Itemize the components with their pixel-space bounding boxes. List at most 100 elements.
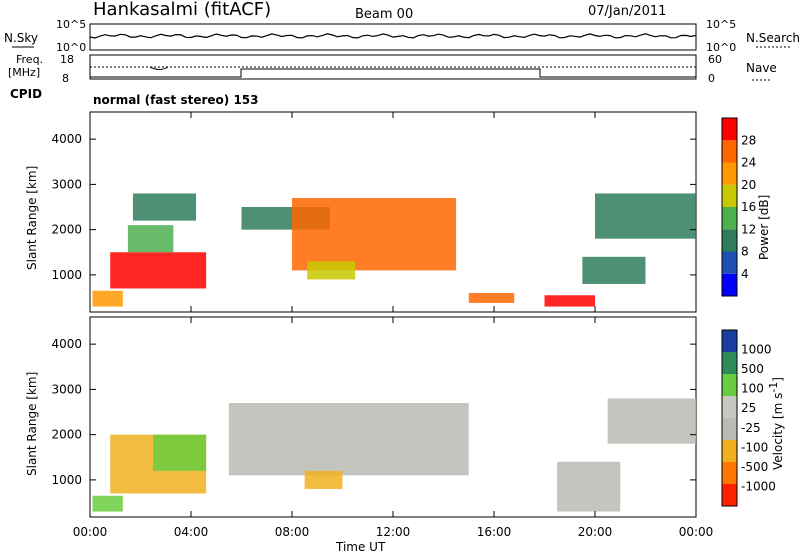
velocity-region-6 bbox=[607, 398, 696, 444]
velocity-colorbar-tick-3: 25 bbox=[741, 401, 756, 415]
power-ytick-label-2: 2000 bbox=[51, 223, 82, 237]
x-tick-label-1: 04:00 bbox=[174, 525, 209, 539]
x-tick-label-5: 20:00 bbox=[578, 525, 613, 539]
power-y-ticks: 4000 3000 2000 1000 bbox=[51, 132, 696, 282]
velocity-y-ticks: 4000 3000 2000 1000 bbox=[51, 337, 696, 487]
power-colorbar bbox=[721, 117, 738, 297]
velocity-ytick-label-0: 4000 bbox=[51, 337, 82, 351]
noise-left-label: N.Sky bbox=[4, 31, 38, 45]
power-colorbar-tick-0: 28 bbox=[741, 133, 756, 147]
cpid-mode-text: normal (fast stereo) 153 bbox=[93, 93, 259, 107]
x-tick-label-2: 08:00 bbox=[275, 525, 310, 539]
cpid-label: CPID bbox=[10, 87, 42, 101]
velocity-colorbar-cell-4 bbox=[722, 396, 737, 418]
power-colorbar-frame bbox=[721, 117, 738, 297]
power-colorbar-tick-5: 8 bbox=[741, 245, 749, 259]
velocity-region-4 bbox=[304, 470, 343, 489]
x-tick-label-4: 16:00 bbox=[477, 525, 512, 539]
power-colorbar-tick-2: 20 bbox=[741, 178, 756, 192]
power-ytick-label-1: 3000 bbox=[51, 177, 82, 191]
power-colorbar-title: Power [dB] bbox=[757, 195, 771, 260]
nave-label: Nave bbox=[746, 61, 777, 75]
power-region-1 bbox=[110, 252, 207, 289]
nave-tick-top: 60 bbox=[708, 53, 722, 66]
power-region-3 bbox=[132, 193, 197, 221]
power-colorbar-tick-4: 12 bbox=[741, 222, 756, 236]
power-colorbar-cell-6 bbox=[722, 140, 737, 163]
noise-right-tick-top: 10^5 bbox=[706, 18, 736, 31]
nave-tick-bottom: 0 bbox=[708, 72, 715, 85]
velocity-region-0 bbox=[92, 495, 123, 512]
velocity-colorbar-cell-3 bbox=[722, 418, 737, 440]
velocity-ylabel: Slant Range [km] bbox=[25, 372, 39, 476]
power-data-cells bbox=[92, 193, 696, 307]
power-region-0 bbox=[92, 290, 123, 307]
noise-right-label: N.Search bbox=[746, 31, 800, 45]
velocity-colorbar-cell-6 bbox=[722, 352, 737, 374]
x-axis-ticks: 00:00 04:00 08:00 12:00 16:00 20:00 00:00 bbox=[73, 112, 714, 539]
power-region-5 bbox=[292, 197, 457, 271]
velocity-colorbar-cell-1 bbox=[722, 462, 737, 484]
power-colorbar-cell-3 bbox=[722, 207, 737, 230]
power-colorbar-cell-0 bbox=[722, 273, 737, 296]
velocity-colorbar bbox=[721, 329, 738, 507]
x-axis-label: Time UT bbox=[335, 540, 386, 554]
x-tick-label-3: 12:00 bbox=[376, 525, 411, 539]
velocity-colorbar-cell-5 bbox=[722, 374, 737, 396]
velocity-data-cells bbox=[92, 398, 696, 512]
power-colorbar-cell-1 bbox=[722, 251, 737, 274]
velocity-ytick-label-1: 3000 bbox=[51, 382, 82, 396]
power-ylabel: Slant Range [km] bbox=[25, 166, 39, 270]
power-ytick-label-0: 4000 bbox=[51, 132, 82, 146]
beam-title: Beam 00 bbox=[355, 7, 413, 22]
power-colorbar-cell-2 bbox=[722, 229, 737, 252]
noise-right-tick-bottom: 10^0 bbox=[706, 41, 736, 54]
velocity-ytick-label-2: 2000 bbox=[51, 428, 82, 442]
velocity-colorbar-tick-0: 1000 bbox=[741, 343, 772, 357]
velocity-region-3 bbox=[228, 402, 469, 476]
velocity-colorbar-tick-6: -500 bbox=[741, 460, 768, 474]
velocity-colorbar-frame bbox=[721, 329, 738, 507]
velocity-region-5 bbox=[557, 461, 621, 512]
power-colorbar-cell-7 bbox=[722, 118, 737, 141]
velocity-region-2 bbox=[153, 434, 207, 471]
power-colorbar-ticks: 28 24 20 16 12 8 4 bbox=[741, 133, 756, 281]
velocity-colorbar-cell-7 bbox=[722, 330, 737, 352]
power-region-10 bbox=[595, 193, 696, 239]
power-colorbar-tick-6: 4 bbox=[741, 267, 749, 281]
velocity-colorbar-tick-7: -1000 bbox=[741, 479, 776, 493]
power-region-8 bbox=[544, 295, 595, 307]
power-region-6 bbox=[307, 261, 356, 280]
freq-step-line bbox=[90, 68, 696, 78]
velocity-colorbar-tick-2: 100 bbox=[741, 382, 764, 396]
power-colorbar-tick-1: 24 bbox=[741, 156, 756, 170]
noise-sky-line bbox=[89, 33, 697, 39]
freq-label: Freq. bbox=[16, 53, 43, 66]
velocity-colorbar-title: Velocity [m s-1] bbox=[767, 377, 785, 470]
station-title: Hankasalmi (fitACF) bbox=[93, 0, 271, 20]
power-region-9 bbox=[582, 256, 646, 284]
velocity-colorbar-cell-2 bbox=[722, 440, 737, 462]
freq-tick-bottom: 8 bbox=[62, 72, 69, 85]
power-colorbar-cell-5 bbox=[722, 162, 737, 185]
freq-dip bbox=[149, 66, 169, 70]
freq-panel-frame bbox=[89, 54, 697, 80]
velocity-ytick-label-3: 1000 bbox=[51, 473, 82, 487]
power-region-7 bbox=[468, 292, 515, 303]
noise-left-tick-top: 10^5 bbox=[56, 18, 86, 31]
power-colorbar-cell-4 bbox=[722, 184, 737, 207]
velocity-colorbar-tick-5: -100 bbox=[741, 440, 768, 454]
x-tick-label-6: 00:00 bbox=[679, 525, 714, 539]
power-colorbar-tick-3: 16 bbox=[741, 200, 756, 214]
velocity-colorbar-ticks: 1000 500 100 25 -25 -100 -500 -1000 bbox=[741, 343, 776, 494]
velocity-colorbar-cell-0 bbox=[722, 484, 737, 506]
x-tick-label-0: 00:00 bbox=[73, 525, 108, 539]
velocity-colorbar-tick-4: -25 bbox=[741, 421, 761, 435]
freq-tick-top: 18 bbox=[60, 53, 74, 66]
velocity-colorbar-tick-1: 500 bbox=[741, 362, 764, 376]
freq-unit-label: [MHz] bbox=[8, 66, 40, 79]
date-title: 07/Jan/2011 bbox=[588, 4, 666, 19]
noise-left-tick-bottom: 10^0 bbox=[56, 41, 86, 54]
